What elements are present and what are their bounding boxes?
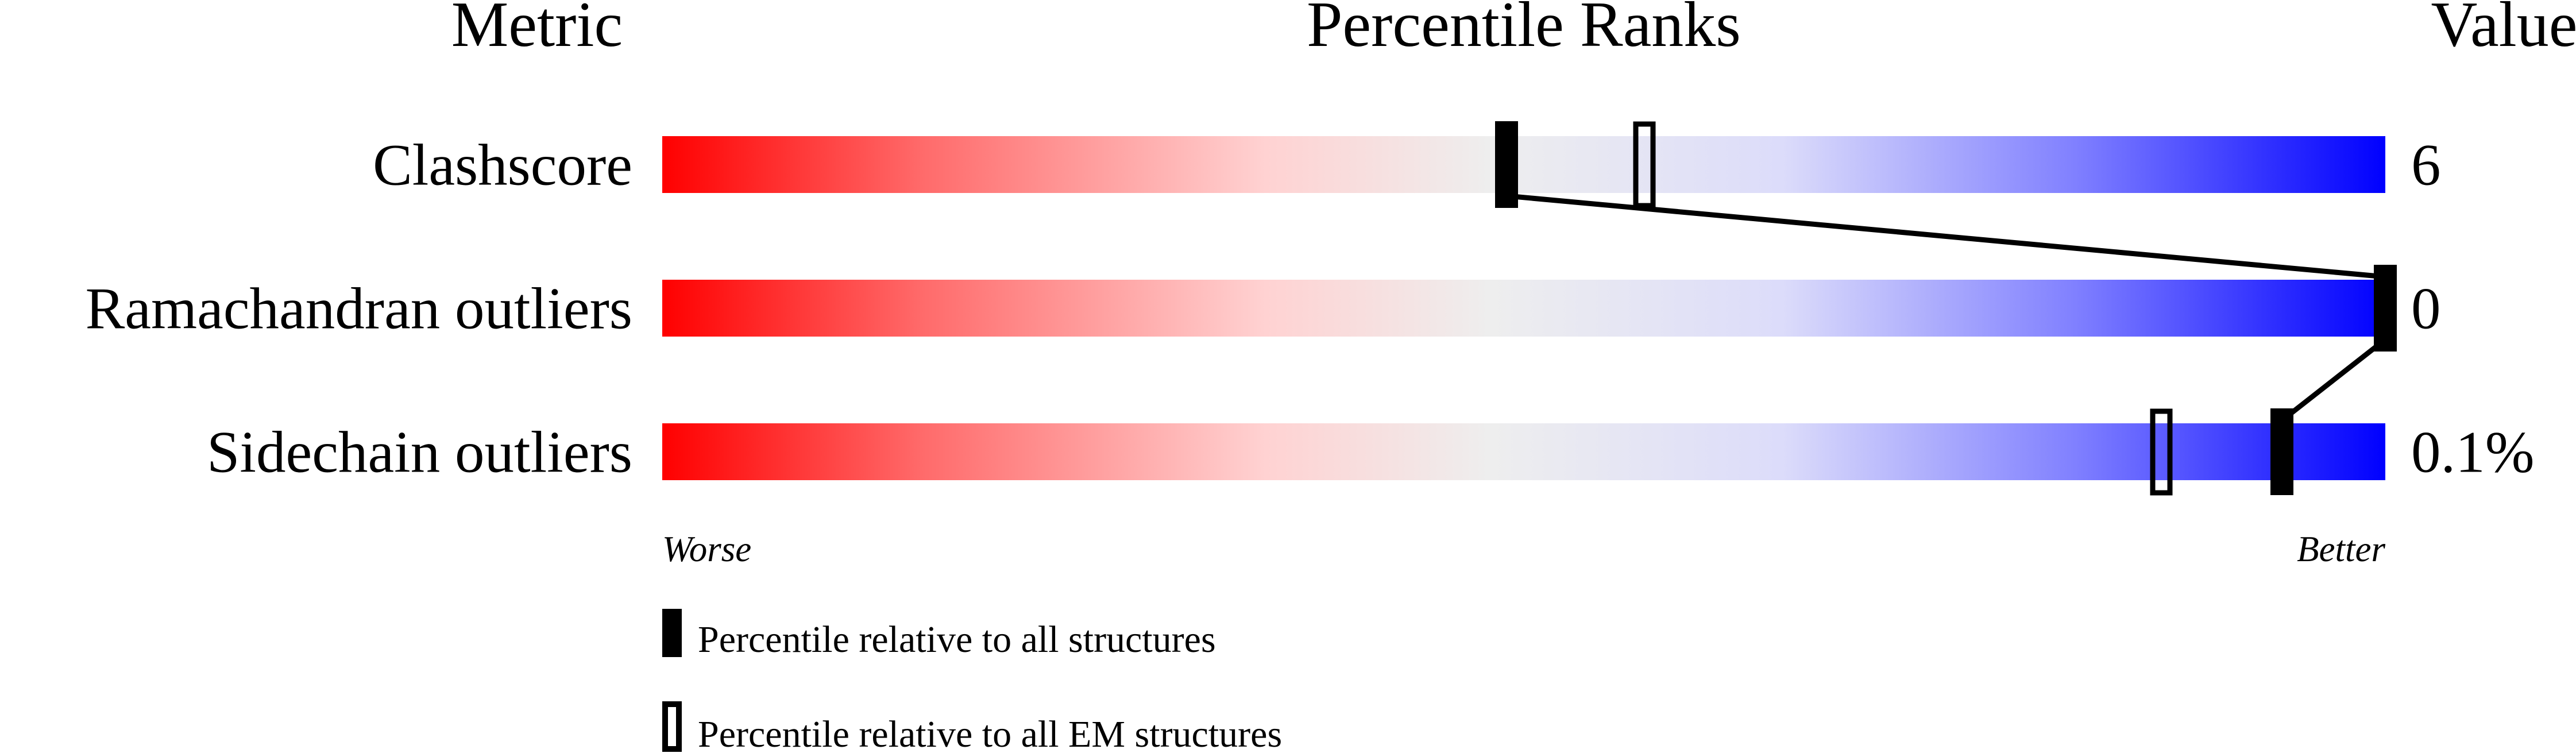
header-percentile-ranks: Percentile Ranks (1307, 0, 1741, 60)
legend-label-em: Percentile relative to all EM structures (698, 713, 1282, 753)
metric-label: Ramachandran outliers (86, 276, 632, 342)
metric-value: 0 (2411, 276, 2441, 342)
metric-label: Clashscore (373, 133, 632, 198)
all-percentile-marker (2270, 408, 2293, 495)
axis-label-worse: Worse (662, 529, 751, 569)
metric-value: 6 (2411, 133, 2441, 198)
metric-value: 0.1% (2411, 420, 2535, 485)
percentile-link-line (2280, 337, 2387, 423)
legend-marker-filled (662, 609, 682, 657)
percentile-link-line (1506, 193, 2386, 280)
header-value: Value (2431, 0, 2576, 60)
em-percentile-marker (2150, 408, 2173, 496)
percentile-bar (662, 136, 2385, 193)
em-percentile-marker (1633, 121, 1656, 208)
percentile-bar (662, 423, 2385, 480)
axis-label-better: Better (2297, 529, 2385, 569)
legend-marker-open (662, 701, 682, 752)
metric-label: Sidechain outliers (207, 420, 632, 485)
all-percentile-marker (1495, 121, 1518, 208)
all-percentile-marker (2374, 265, 2397, 352)
header-metric: Metric (451, 0, 623, 60)
legend-label-all: Percentile relative to all structures (698, 619, 1216, 661)
percentile-bar (662, 280, 2385, 337)
